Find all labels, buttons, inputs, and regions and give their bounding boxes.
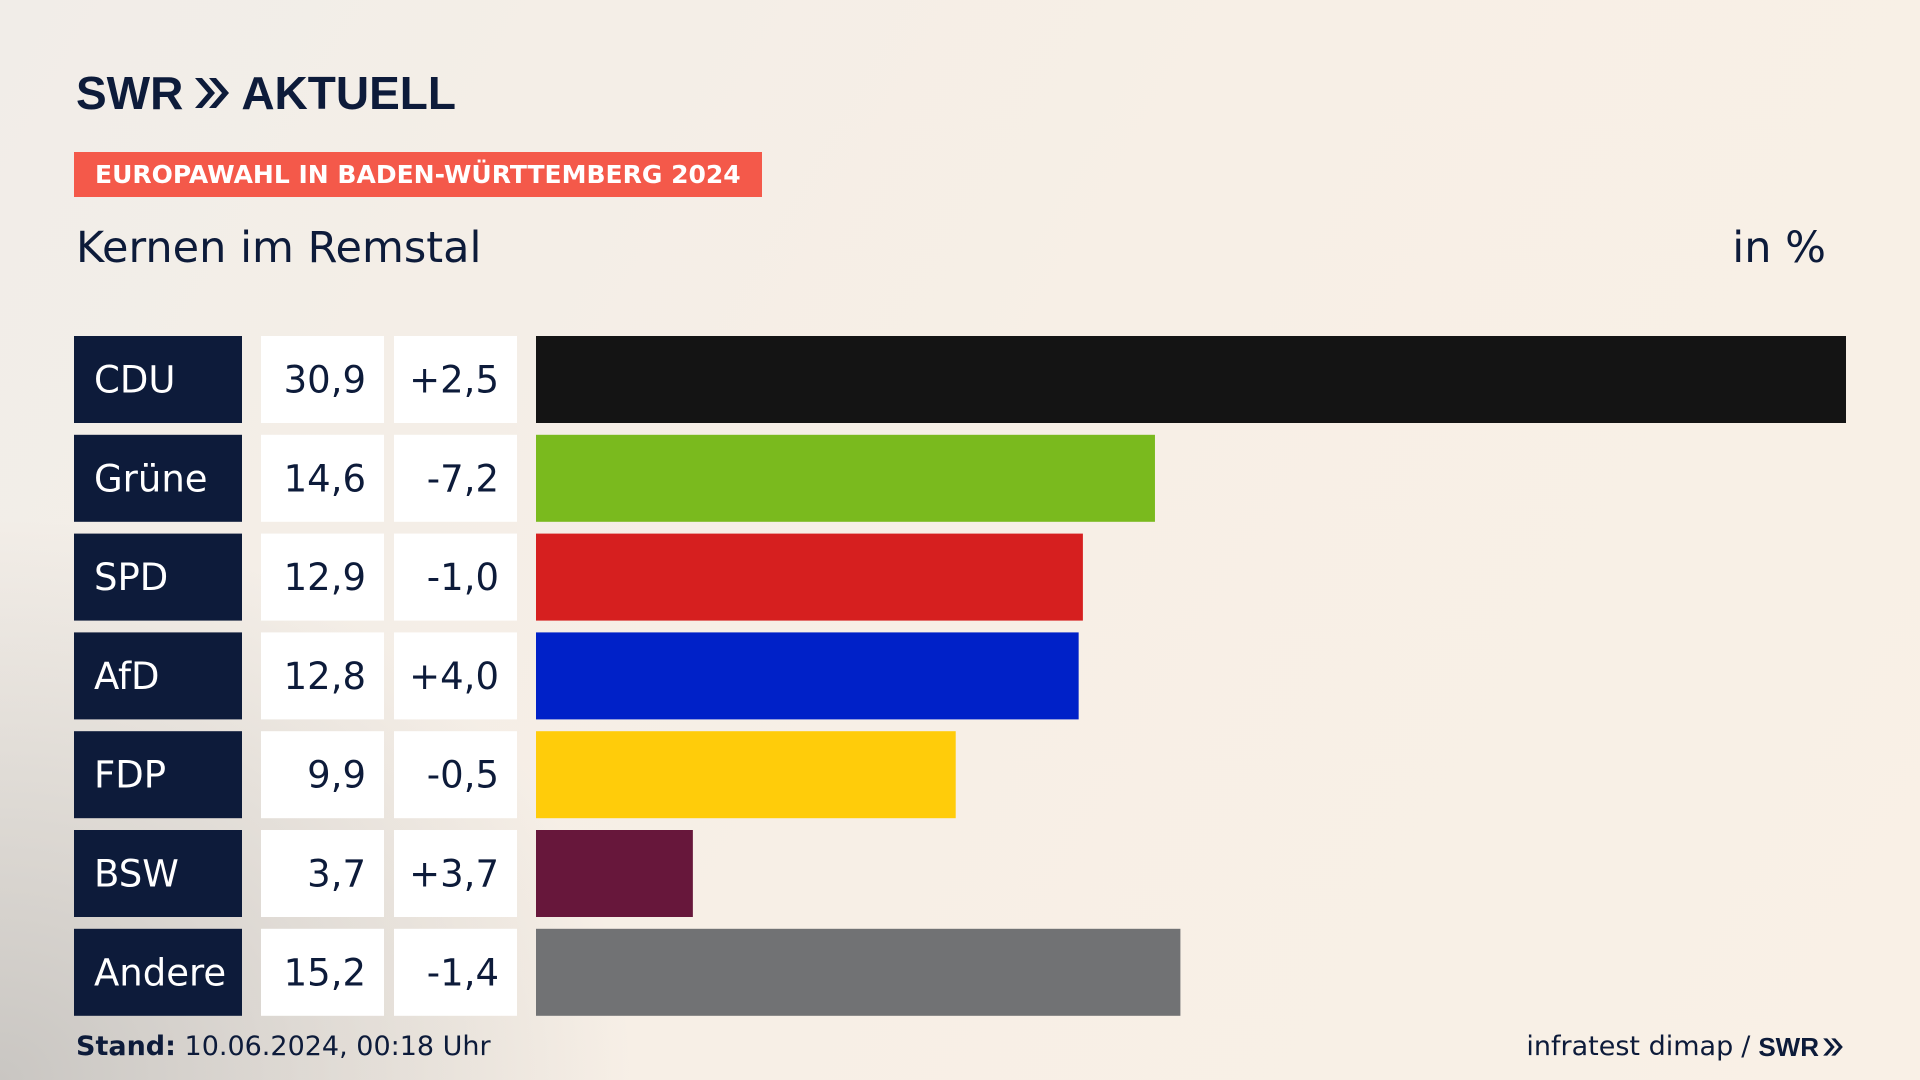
change-label: -1,4 (427, 951, 499, 994)
bar-fdp (536, 731, 956, 819)
change-label: +3,7 (409, 853, 499, 896)
party-label-bg (74, 632, 242, 720)
chart-row-fdp: FDP 9,9 -0,5 (74, 731, 956, 819)
double-chevron-icon (195, 78, 230, 108)
results-bar-chart: CDU 30,9 +2,5 Grüne 14,6 -7,2 SPD 12,9 -1,0 AfD 12… (74, 336, 1846, 1016)
party-label: FDP (94, 754, 166, 797)
party-label-bg (74, 731, 242, 819)
value-label: 3,7 (307, 853, 366, 896)
party-label: AfD (94, 655, 160, 698)
source-name: infratest dimap (1526, 1031, 1734, 1062)
value-cell-bg (261, 336, 384, 423)
swr-aktuell-logo: SWR AKTUELL (76, 67, 456, 119)
value-cell-bg (261, 632, 384, 720)
brand-name: SWR (76, 67, 184, 119)
value-label: 12,8 (284, 655, 366, 698)
double-chevron-icon (1823, 1038, 1843, 1056)
change-cell-bg (394, 434, 517, 522)
party-label: Grüne (94, 457, 208, 500)
chart-row-cdu: CDU 30,9 +2,5 (74, 336, 1846, 423)
chart-row-afd: AfD 12,8 +4,0 (74, 632, 1079, 720)
timestamp-label: Stand: (76, 1031, 176, 1062)
bar-spd (536, 533, 1083, 621)
bar-bsw (536, 830, 693, 917)
party-label: SPD (94, 556, 168, 599)
value-cell-bg (261, 928, 384, 1016)
chart-row-bsw: BSW 3,7 +3,7 (74, 830, 693, 917)
value-label: 9,9 (307, 754, 366, 797)
change-cell-bg (394, 731, 517, 819)
party-label: CDU (94, 359, 175, 402)
chart-row-gr-ne: Grüne 14,6 -7,2 (74, 434, 1155, 522)
party-label-bg (74, 336, 242, 423)
value-label: 12,9 (284, 556, 366, 599)
change-cell-bg (394, 928, 517, 1016)
chart-row-spd: SPD 12,9 -1,0 (74, 533, 1083, 621)
change-label: -7,2 (427, 457, 499, 500)
party-label-bg (74, 830, 242, 917)
value-cell-bg (261, 830, 384, 917)
change-cell-bg (394, 632, 517, 720)
value-cell-bg (261, 731, 384, 819)
change-label: -1,0 (427, 556, 499, 599)
source-credit: infratest dimap / SWR (1526, 1030, 1844, 1064)
change-cell-bg (394, 336, 517, 423)
change-cell-bg (394, 533, 517, 621)
party-label: Andere (94, 951, 226, 994)
bar-afd (536, 632, 1079, 720)
election-badge: EUROPAWAHL IN BADEN-WÜRTTEMBERG 2024 (74, 152, 762, 197)
bar-gr-ne (536, 434, 1155, 522)
change-label: -0,5 (427, 754, 499, 797)
value-cell-bg (261, 533, 384, 621)
source-brand: SWR (1758, 1032, 1819, 1062)
change-label: +4,0 (409, 655, 499, 698)
value-label: 14,6 (284, 457, 366, 500)
change-cell-bg (394, 830, 517, 917)
unit-label: in % (1732, 223, 1826, 273)
chart-row-andere: Andere 15,2 -1,4 (74, 928, 1181, 1016)
timestamp: Stand: 10.06.2024, 00:18 Uhr (76, 1030, 491, 1064)
brand-suffix: AKTUELL (241, 67, 456, 119)
bar-andere (536, 928, 1181, 1016)
value-cell-bg (261, 434, 384, 522)
page-title: Kernen im Remstal (76, 223, 482, 273)
source-separator: / (1741, 1031, 1751, 1062)
party-label-bg (74, 533, 242, 621)
bar-cdu (536, 336, 1846, 423)
party-label-bg (74, 434, 242, 522)
swr-mini-logo: SWR (1758, 1030, 1844, 1064)
party-label-bg (74, 928, 242, 1016)
party-label: BSW (94, 853, 179, 896)
value-label: 30,9 (284, 359, 366, 402)
change-label: +2,5 (409, 359, 499, 402)
timestamp-value: 10.06.2024, 00:18 Uhr (184, 1031, 491, 1062)
value-label: 15,2 (284, 951, 366, 994)
